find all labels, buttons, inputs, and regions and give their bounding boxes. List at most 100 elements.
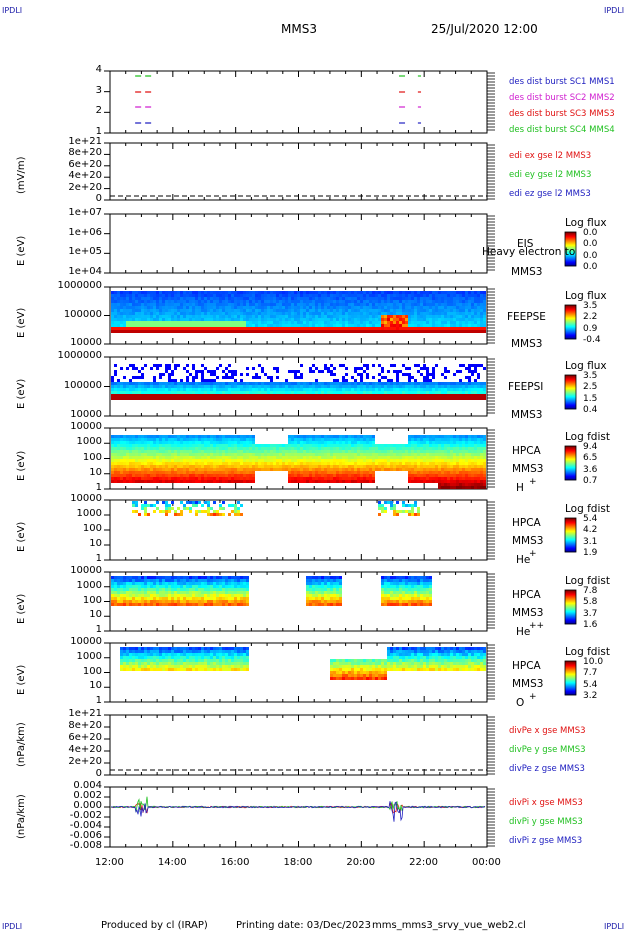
ylabel-5: E (eV)	[16, 450, 27, 481]
footer-produced: Produced by cl (IRAP)	[101, 920, 208, 931]
spacecraft-label: MMS3	[511, 409, 543, 421]
ytick-label: 4e+20	[68, 744, 102, 755]
colorbar-title: Log fdist	[565, 646, 610, 658]
colorbar-title: Log fdist	[565, 503, 610, 515]
ytick-label: 1	[95, 553, 102, 564]
corner-label-bottom-right: IPDLI	[604, 922, 625, 931]
ytick-label: 10000	[70, 409, 102, 420]
species-label: He	[516, 554, 531, 566]
xtick-label: 18:00	[283, 857, 313, 868]
ytick-label: 0.002	[73, 790, 102, 801]
legend-entry: divPi y gse MMS3	[509, 817, 583, 827]
colorbar-title: Log flux	[565, 217, 607, 229]
ytick-label: -0.006	[69, 830, 102, 841]
ytick-label: 1e+06	[68, 226, 102, 238]
instrument-label: HPCA	[512, 660, 541, 672]
xtick-label: 20:00	[346, 857, 376, 868]
colorbar-tick: 0.0	[583, 228, 598, 238]
species-label: He	[516, 626, 531, 638]
ytick-label: 1	[95, 126, 102, 137]
species-charge: ++	[529, 621, 545, 631]
ytick-label: 10000	[70, 493, 102, 504]
ytick-label: 100000	[63, 379, 102, 391]
header-date: 25/Jul/2020 12:00	[431, 22, 538, 36]
ylabel-3: E (eV)	[16, 307, 27, 338]
colorbar-tick: 3.6	[583, 464, 598, 475]
colorbar-tick: 3.5	[583, 301, 598, 311]
xtick-label: 14:00	[157, 857, 187, 868]
colorbar-tick: 2.5	[583, 382, 598, 393]
colorbar-tick: 0.4	[583, 405, 598, 415]
ytick-label: 1e+07	[68, 207, 102, 218]
xtick-label: 00:00	[472, 857, 501, 868]
spacecraft-label: MMS3	[512, 535, 544, 547]
legend-entry: des dist burst SC3 MMS3	[509, 109, 615, 119]
ytick-label: 10	[89, 466, 102, 478]
ytick-label: 0.000	[73, 800, 102, 811]
colorbar-title: Log flux	[565, 290, 607, 302]
ytick-label: 10	[89, 538, 102, 549]
xtick-label: 16:00	[220, 857, 250, 868]
ytick-label: 100	[82, 451, 102, 463]
legend-entry: divPe x gse MMS3	[509, 726, 586, 736]
colorbar-2	[564, 231, 577, 267]
ytick-label: 1000	[76, 579, 102, 591]
colorbar-title: Log flux	[565, 360, 607, 372]
spacecraft-label: MMS3	[511, 338, 543, 350]
ylabel-2: E (eV)	[16, 235, 27, 266]
colorbar-tick: 0.9	[583, 323, 598, 334]
spacecraft-label: MMS3	[512, 607, 544, 619]
colorbar-tick: 0.0	[583, 250, 598, 261]
ytick-label: 1000	[76, 508, 102, 519]
ytick-label: 1e+04	[68, 266, 102, 277]
spectrogram-3	[111, 291, 486, 333]
colorbar-5	[564, 445, 577, 481]
colorbar-8	[564, 660, 577, 696]
instrument-label: EIS	[517, 238, 534, 250]
colorbar-3	[564, 304, 577, 340]
instrument-label: HPCA	[512, 445, 541, 457]
legend-entry: edi ez gse l2 MMS3	[509, 189, 591, 199]
colorbar-tick: 0.0	[583, 262, 598, 272]
ytick-label: 1000000	[57, 350, 102, 361]
ytick-label: 100000	[63, 308, 102, 320]
spectrogram-6	[132, 501, 420, 516]
ytick-label: 3	[95, 84, 102, 96]
panel-frame-0	[109, 70, 488, 134]
ytick-label: 1e+05	[68, 246, 102, 258]
instrument-subtitle: Heavy electron to	[482, 246, 576, 258]
legend-entry: divPe y gse MMS3	[509, 745, 586, 755]
ylabel-6: E (eV)	[16, 521, 27, 552]
ytick-label: 6e+20	[68, 732, 102, 743]
ytick-label: 100	[82, 594, 102, 606]
colorbar-title: Log fdist	[565, 431, 610, 443]
ytick-label: 0.004	[73, 780, 102, 791]
instrument-label: HPCA	[512, 589, 541, 601]
ytick-label: 100	[82, 523, 102, 534]
corner-label-bottom-left: IPDLI	[2, 922, 23, 931]
colorbar-tick: 1.5	[583, 393, 598, 404]
colorbar-4	[564, 374, 577, 410]
species-charge: +	[529, 477, 537, 487]
spectrogram-7	[111, 576, 432, 606]
ytick-label: 10000	[70, 337, 102, 348]
ytick-label: -0.008	[69, 840, 102, 851]
ytick-label: 1e+21	[68, 708, 102, 719]
ytick-label: 4e+20	[68, 170, 102, 182]
ylabel-10: (nPa/km)	[16, 794, 27, 839]
ytick-label: 2e+20	[68, 756, 102, 767]
panel-frame-9	[109, 714, 488, 776]
header-spacecraft: MMS3	[281, 22, 317, 36]
colorbar-tick: 3.7	[583, 608, 598, 619]
ytick-label: 1	[95, 695, 102, 706]
colorbar-tick: 7.8	[583, 586, 598, 596]
ytick-label: 100	[82, 665, 102, 677]
ytick-label: 0	[95, 193, 102, 204]
ytick-label: 10000	[70, 636, 102, 647]
colorbar-tick: 5.4	[583, 514, 598, 524]
panel-frame-10	[109, 786, 488, 848]
ytick-label: -0.002	[69, 810, 102, 821]
ylabel-8: E (eV)	[16, 664, 27, 695]
corner-label-top-right: IPDLI	[604, 6, 625, 15]
spacecraft-label: MMS3	[512, 463, 544, 475]
